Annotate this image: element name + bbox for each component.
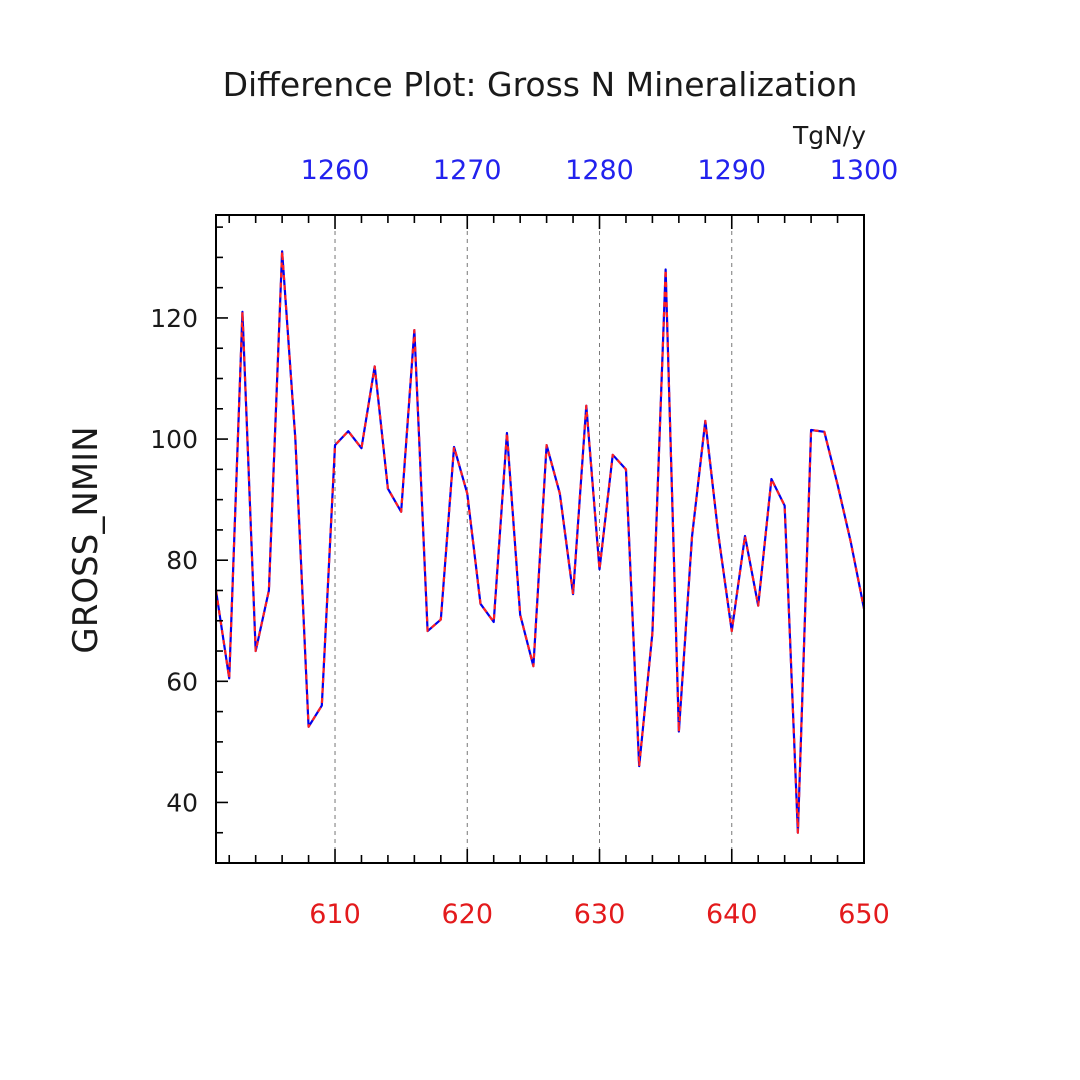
- plot-frame: [215, 214, 865, 864]
- x-tick-label-bottom: 640: [706, 899, 758, 930]
- y-tick-label: 100: [150, 425, 198, 454]
- series-line-1: [214, 250, 866, 834]
- y-tick-label: 120: [150, 304, 198, 333]
- tick-labels: 40 60 80 100 120 610 620 630 640 650 1260 1270 1280 1…: [150, 155, 898, 930]
- x-tick-label-bottom: 650: [838, 899, 890, 930]
- y-axis-label: GROSS_NMIN: [66, 426, 106, 653]
- y-tick-label: 40: [166, 788, 198, 817]
- x-tick-label-bottom: 610: [309, 899, 361, 930]
- series-line-2: [214, 250, 866, 834]
- units-label: TgN/y: [792, 121, 866, 150]
- x-tick-label-bottom: 620: [441, 899, 493, 930]
- x-tick-label-bottom: 630: [574, 899, 626, 930]
- series-layer: [214, 250, 866, 834]
- x-tick-label-top: 1280: [565, 155, 634, 186]
- x-tick-label-top: 1290: [697, 155, 766, 186]
- x-tick-label-top: 1270: [433, 155, 502, 186]
- y-tick-label: 60: [166, 667, 198, 696]
- x-tick-label-top: 1260: [301, 155, 370, 186]
- y-tick-label: 80: [166, 546, 198, 575]
- x-tick-label-top: 1300: [830, 155, 899, 186]
- grid-lines: [334, 215, 733, 863]
- chart-title: Difference Plot: Gross N Mineralization: [223, 65, 858, 104]
